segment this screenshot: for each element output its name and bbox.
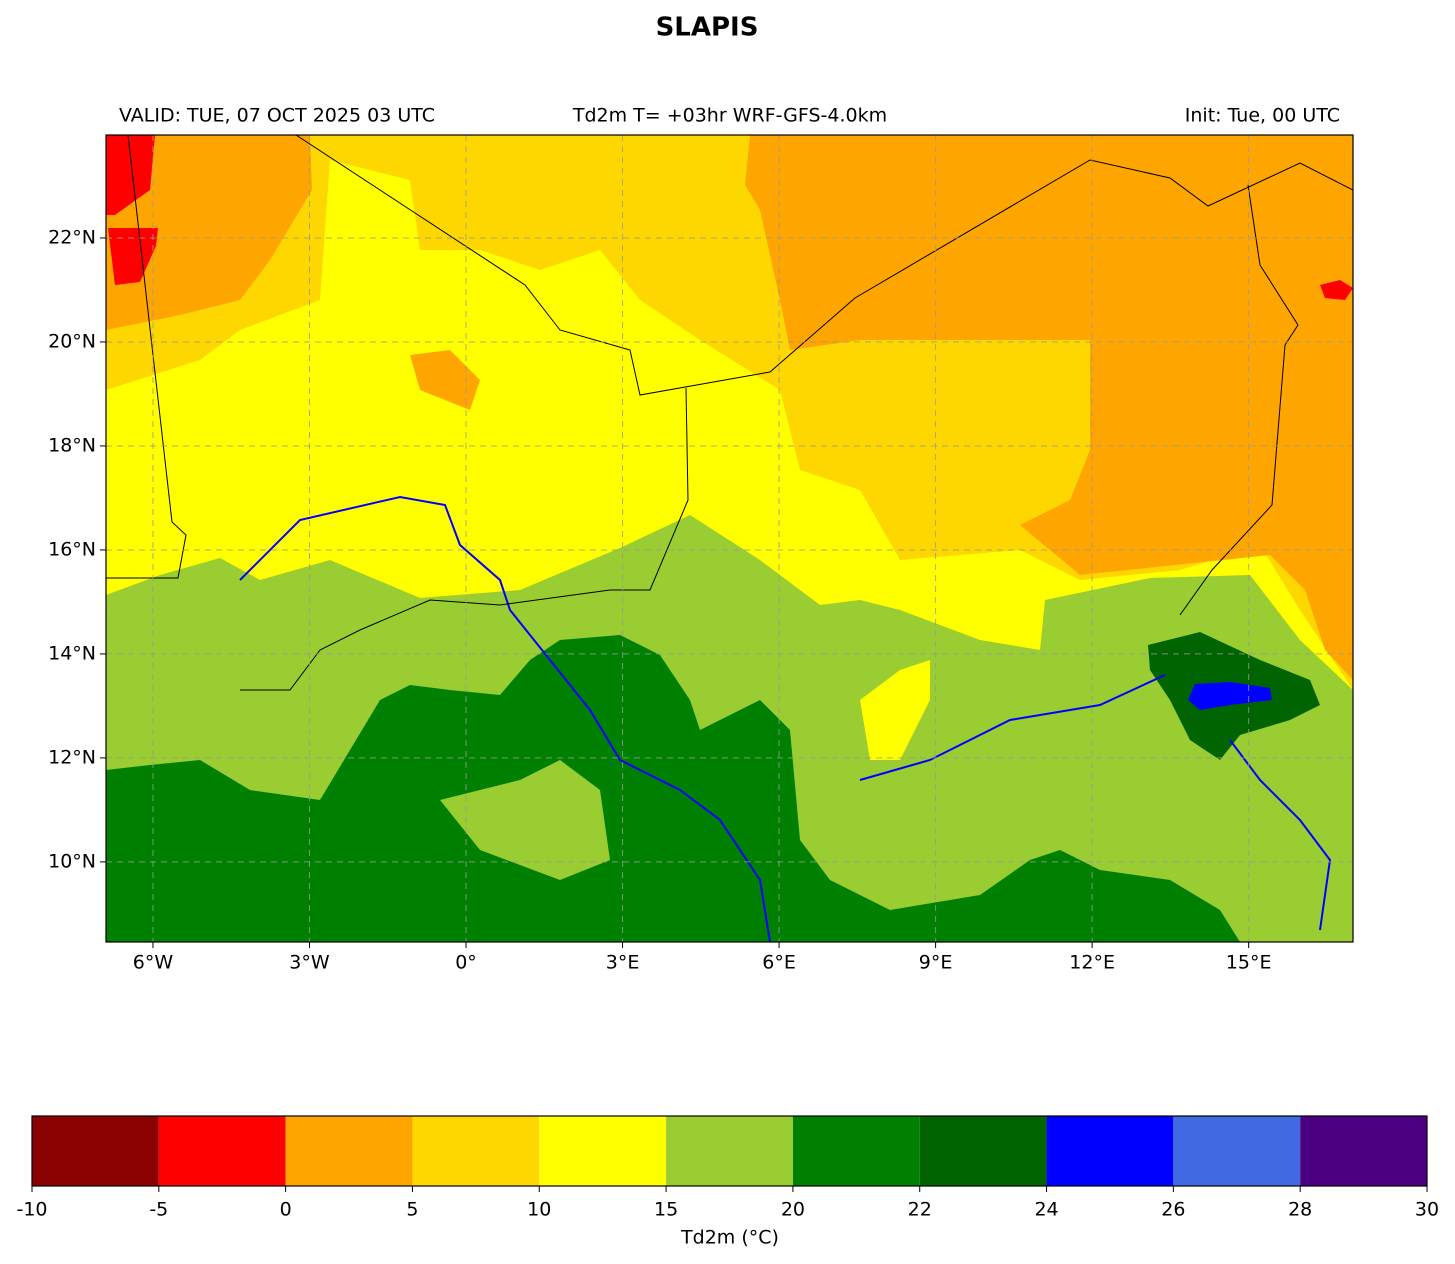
x-tick-label: 3°W (289, 952, 330, 974)
field-dark-green (106, 635, 1240, 942)
colorbar-segment (666, 1116, 793, 1186)
subtitle-center: Td2m T= +03hr WRF-GFS-4.0km (572, 105, 887, 127)
colorbar-segment (1046, 1116, 1174, 1186)
x-tick-label: 6°E (762, 952, 796, 974)
colorbar-tick-label: 0 (280, 1199, 292, 1221)
map-grid (106, 135, 1353, 942)
x-tick-label: 15°E (1226, 952, 1272, 974)
colorbar-segment (919, 1116, 1047, 1186)
map-field (106, 135, 1353, 942)
colorbar-tick-label: 26 (1161, 1199, 1185, 1221)
field-red (106, 135, 155, 215)
colorbar-tick-label: 30 (1415, 1199, 1439, 1221)
colorbar-tick-label: -5 (149, 1199, 168, 1221)
colorbar-tick-label: 24 (1034, 1199, 1058, 1221)
colorbar-segment (1300, 1116, 1427, 1186)
river (1229, 739, 1332, 931)
river (859, 674, 1166, 781)
subtitle-right: Init: Tue, 00 UTC (1185, 105, 1340, 127)
colorbar-tick-label: 5 (406, 1199, 418, 1221)
colorbar-segment (792, 1116, 920, 1186)
field-orange (106, 135, 312, 330)
field-orange (410, 350, 480, 410)
colorbar-tick-label: 22 (908, 1199, 932, 1221)
x-tick-label: 6°W (133, 952, 174, 974)
colorbar-segment (1173, 1116, 1301, 1186)
y-tick-label: 10°N (48, 850, 96, 872)
field-blue (1188, 682, 1272, 710)
border (106, 135, 187, 579)
subtitle-left: VALID: TUE, 07 OCT 2025 03 UTC (119, 105, 435, 127)
y-tick-label: 16°N (48, 538, 96, 560)
colorbar-label: Td2m (°C) (680, 1227, 779, 1249)
colorbar-tick-label: 20 (781, 1199, 805, 1221)
x-tick-label: 12°E (1069, 952, 1115, 974)
x-tick-label: 0° (455, 952, 477, 974)
y-tick-label: 22°N (48, 226, 96, 248)
colorbar-segment (32, 1116, 159, 1186)
field-red (108, 228, 158, 285)
colorbar-tick-label: 10 (527, 1199, 551, 1221)
colorbar-frame (31, 1115, 1428, 1187)
title: SLAPIS (656, 13, 759, 43)
y-tick-label: 14°N (48, 642, 96, 664)
colorbar-tick-label: -10 (16, 1199, 47, 1221)
colorbar-segment (539, 1116, 667, 1186)
map-frame (105, 134, 1354, 943)
colorbar-segment (412, 1116, 540, 1186)
border (1179, 184, 1299, 616)
field-green (440, 760, 610, 880)
colorbar-segment (285, 1116, 413, 1186)
y-tick-label: 12°N (48, 746, 96, 768)
colorbar-tick-label: 15 (654, 1199, 678, 1221)
field-orange (745, 135, 1353, 680)
river (239, 495, 771, 942)
field-yellow (860, 660, 930, 760)
border (240, 387, 689, 691)
field-red (1320, 280, 1353, 300)
border (295, 135, 1353, 396)
y-tick-label: 20°N (48, 330, 96, 352)
x-tick-label: 9°E (919, 952, 953, 974)
colorbar-segment (158, 1116, 286, 1186)
y-tick-label: 18°N (48, 434, 96, 456)
colorbar-tick-label: 28 (1288, 1199, 1312, 1221)
x-tick-label: 3°E (606, 952, 640, 974)
